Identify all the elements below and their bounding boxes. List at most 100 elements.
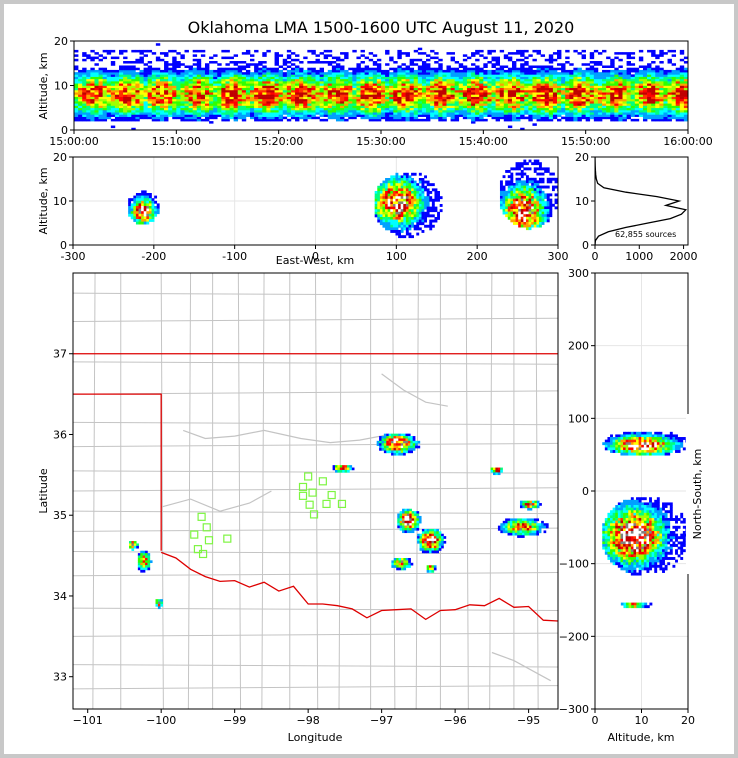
time-height-cell	[634, 107, 640, 111]
time-height-cell	[651, 74, 656, 77]
time-height-cell	[360, 109, 365, 113]
time-height-cell	[589, 94, 595, 97]
time-height-cell	[532, 72, 537, 75]
time-height-cell	[352, 87, 357, 91]
time-height-cell	[561, 105, 566, 109]
ew-source-cell	[128, 208, 132, 212]
time-height-cell	[434, 56, 439, 60]
time-height-cell	[655, 118, 660, 122]
time-height-cell	[114, 76, 120, 80]
time-height-cell	[577, 52, 582, 55]
ew-source-cell	[429, 183, 433, 187]
ew-source-cell	[536, 201, 540, 205]
time-height-cell	[442, 89, 447, 93]
time-height-cell	[589, 76, 595, 80]
time-height-cell	[262, 105, 267, 109]
ew-source-cell	[377, 185, 381, 189]
time-height-cell	[540, 54, 546, 57]
time-height-cell	[528, 65, 533, 68]
time-height-cell	[442, 101, 447, 104]
ew-source-cell	[128, 213, 132, 217]
time-height-cell	[438, 114, 443, 117]
ew-source-cell	[424, 201, 427, 205]
ew-source-cell	[385, 183, 388, 187]
time-height-cell	[466, 92, 472, 95]
time-height-cell	[638, 81, 644, 84]
time-height-cell	[319, 101, 324, 104]
time-height-cell	[417, 96, 423, 100]
time-height-cell	[315, 83, 320, 86]
time-height-cell	[495, 105, 501, 109]
time-height-cell	[499, 72, 505, 75]
time-height-cell	[110, 87, 116, 91]
time-height-cell	[667, 94, 672, 97]
ew-source-cell	[395, 227, 399, 231]
ew-xtick-label: 100	[386, 250, 407, 263]
ew-source-cell	[512, 214, 516, 218]
time-height-cell	[94, 76, 99, 80]
time-height-cell	[102, 96, 108, 100]
time-height-cell	[565, 116, 570, 120]
time-height-cell	[409, 81, 415, 84]
time-height-cell	[278, 103, 284, 106]
ew-source-cell	[418, 206, 422, 210]
ew-source-cell	[533, 188, 537, 192]
time-height-cell	[651, 52, 656, 55]
ew-source-cell	[546, 206, 550, 210]
time-height-cell	[536, 81, 541, 84]
time-height-cell	[389, 105, 394, 109]
time-height-cell	[548, 74, 554, 77]
ew-source-cell	[395, 193, 399, 197]
ew-source-cell	[385, 191, 388, 194]
time-height-cell	[565, 56, 570, 60]
time-height-cell	[385, 116, 390, 120]
time-height-cell	[368, 58, 374, 62]
time-height-cell	[511, 83, 517, 86]
ew-source-cell	[411, 217, 414, 220]
state-boundary-red-river	[160, 551, 558, 622]
time-height-cell	[663, 87, 668, 91]
ew-source-cell	[551, 185, 555, 189]
time-height-cell	[102, 112, 108, 115]
time-height-cell	[340, 65, 345, 68]
ew-source-cell	[133, 203, 137, 207]
time-height-cell	[311, 92, 316, 95]
time-height-cell	[204, 105, 210, 109]
ew-source-cell	[502, 188, 506, 192]
ew-source-cell	[385, 227, 388, 231]
time-height-cell	[159, 78, 165, 82]
time-height-cell	[241, 94, 247, 97]
time-height-cell	[557, 78, 562, 82]
ew-source-cell	[507, 170, 511, 173]
time-height-cell	[651, 61, 656, 64]
time-height-cell	[610, 96, 615, 100]
time-height-cell	[651, 105, 656, 109]
ew-source-cell	[546, 196, 550, 199]
time-height-cell	[303, 109, 308, 113]
time-height-cell	[471, 101, 476, 104]
ew-source-cell	[405, 232, 409, 236]
ew-source-cell	[403, 191, 407, 194]
time-height-cell	[98, 74, 103, 77]
time-height-cell	[74, 65, 79, 68]
time-height-cell	[368, 74, 374, 77]
time-height-cell	[352, 105, 357, 109]
time-height-cell	[389, 107, 394, 111]
time-height-cell	[602, 109, 607, 113]
time-height-cell	[536, 52, 541, 55]
time-height-cell	[200, 107, 206, 111]
time-height-cell	[180, 83, 185, 86]
time-height-cell	[532, 49, 537, 53]
time-height-cell	[278, 105, 284, 109]
time-height-ytick-label: 20	[54, 35, 68, 48]
ew-source-cell	[395, 214, 399, 218]
time-height-cell	[106, 101, 112, 104]
time-height-cell	[327, 76, 333, 80]
time-height-cell	[78, 78, 83, 82]
time-height-cell	[258, 74, 263, 77]
time-height-cell	[475, 105, 480, 109]
ew-source-cell	[510, 188, 514, 192]
time-height-cell	[434, 94, 439, 97]
ew-source-cell	[379, 217, 383, 220]
time-height-cell	[331, 103, 337, 106]
